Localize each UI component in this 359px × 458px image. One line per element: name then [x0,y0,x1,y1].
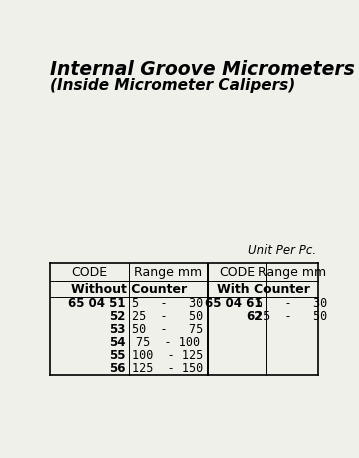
Text: 53: 53 [109,323,126,336]
Text: With Counter: With Counter [216,283,309,295]
Text: 125  - 150: 125 - 150 [132,362,204,375]
Text: 56: 56 [109,362,126,375]
Text: (Inside Micrometer Calipers): (Inside Micrometer Calipers) [50,78,295,93]
Text: CODE: CODE [219,266,255,278]
Text: 65 04 61: 65 04 61 [205,297,263,310]
Text: 25  -   50: 25 - 50 [256,310,327,323]
Text: 62: 62 [246,310,263,323]
Text: Unit Per Pc.: Unit Per Pc. [248,244,316,256]
Text: 52: 52 [109,310,126,323]
Text: 55: 55 [109,349,126,362]
Text: Internal Groove Micrometers: Internal Groove Micrometers [50,60,355,79]
Text: 25  -   50: 25 - 50 [132,310,204,323]
Text: CODE: CODE [71,266,107,278]
Text: 65 04 51: 65 04 51 [68,297,126,310]
Text: 50  -   75: 50 - 75 [132,323,204,336]
Text: 100  - 125: 100 - 125 [132,349,204,362]
Text: 5   -   30: 5 - 30 [132,297,204,310]
Text: 5   -   30: 5 - 30 [256,297,327,310]
Text: 54: 54 [109,336,126,349]
Text: Range mm: Range mm [134,266,202,278]
Text: 75  - 100: 75 - 100 [136,336,200,349]
Text: Without Counter: Without Counter [70,283,187,295]
Text: Range mm: Range mm [258,266,326,278]
